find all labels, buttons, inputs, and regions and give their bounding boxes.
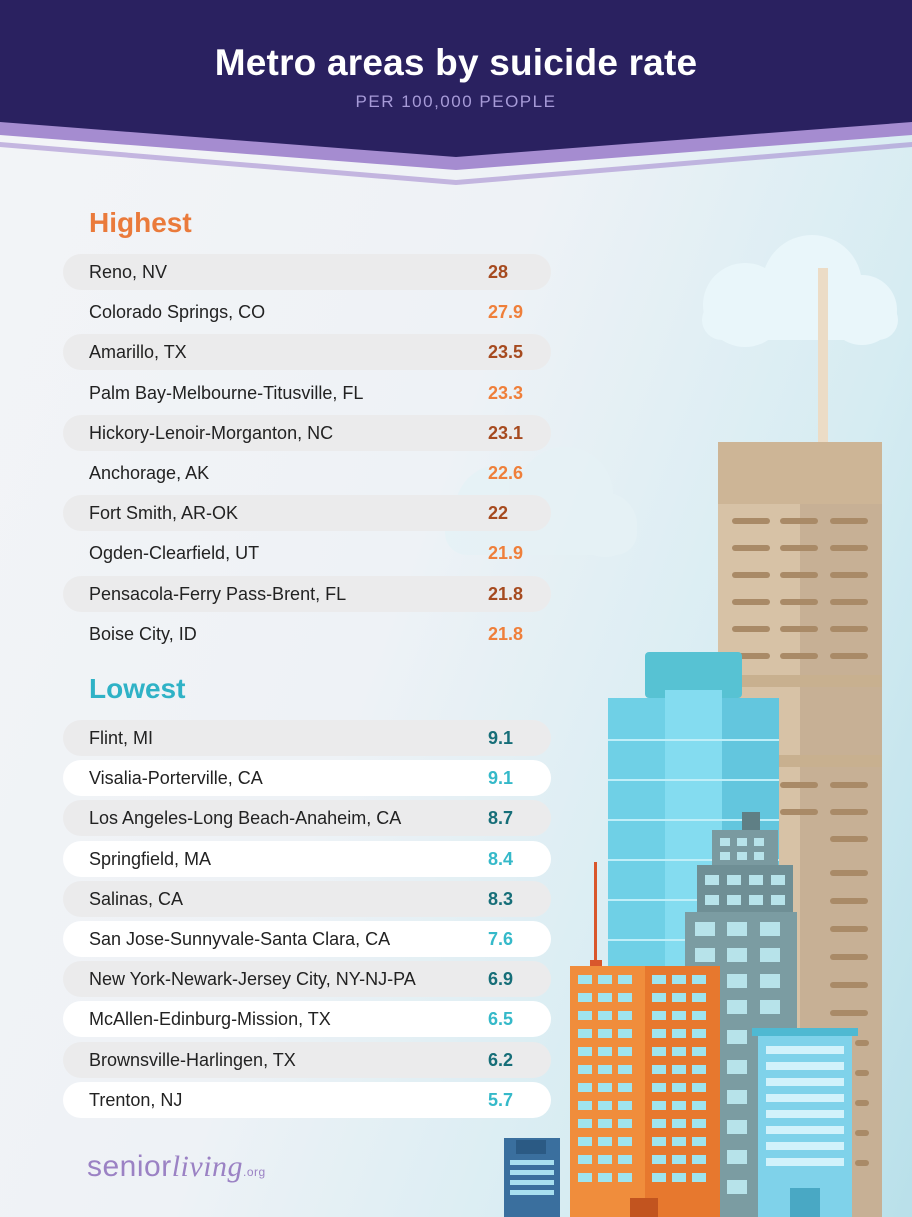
table-row: Fort Smith, AR-OK 22 — [63, 495, 551, 532]
small-navy-building — [504, 1138, 560, 1217]
rate-value: 21.8 — [488, 583, 524, 604]
metro-name: Salinas, CA — [89, 888, 184, 909]
table-row: Boise City, ID 21.8 — [63, 616, 551, 652]
table-row: Hickory-Lenoir-Morganton, NC 23.1 — [63, 414, 551, 451]
header: Metro areas by suicide rate PER 100,000 … — [0, 0, 912, 190]
seniorliving-logo: seniorliving.org — [87, 1150, 266, 1184]
header-banner — [0, 0, 912, 185]
logo-part-living: living — [171, 1150, 244, 1183]
page-subtitle: PER 100,000 PEOPLE — [355, 92, 557, 111]
cloud-icon — [702, 235, 898, 347]
table-row: New York-Newark-Jersey City, NY-NJ-PA 6.9 — [63, 961, 551, 998]
metro-name: Pensacola-Ferry Pass-Brent, FL — [89, 583, 347, 604]
metro-name: San Jose-Sunnyvale-Santa Clara, CA — [89, 929, 391, 949]
lowest-section-title: Lowest — [89, 673, 186, 704]
rate-value: 23.1 — [488, 422, 524, 443]
rate-value: 23.3 — [488, 382, 524, 403]
rate-value: 21.8 — [488, 623, 524, 644]
rate-value: 21.9 — [488, 543, 524, 564]
highest-section-title: Highest — [89, 207, 192, 238]
table-row: Flint, MI 9.1 — [63, 720, 551, 756]
metro-name: Amarillo, TX — [89, 342, 187, 363]
metro-name: Flint, MI — [89, 728, 154, 748]
metro-name: Fort Smith, AR-OK — [89, 503, 239, 524]
rate-value: 8.7 — [488, 808, 514, 829]
table-row: McAllen-Edinburg-Mission, TX 6.5 — [63, 1001, 551, 1038]
metro-name: Visalia-Porterville, CA — [89, 768, 263, 789]
logo-part-org: .org — [243, 1165, 266, 1179]
metro-name: Brownsville-Harlingen, TX — [89, 1049, 296, 1070]
rate-value: 22 — [488, 503, 509, 524]
metro-name: McAllen-Edinburg-Mission, TX — [89, 1009, 331, 1030]
rate-value: 27.9 — [488, 302, 524, 323]
metro-name: Boise City, ID — [89, 623, 197, 644]
small-blue-building — [752, 1028, 858, 1217]
metro-name: Colorado Springs, CO — [89, 302, 266, 323]
table-row: Salinas, CA 8.3 — [63, 880, 551, 917]
rate-value: 6.5 — [488, 1009, 514, 1030]
metro-name: Anchorage, AK — [89, 463, 210, 483]
rate-value: 5.7 — [488, 1089, 514, 1110]
metro-name: Reno, NV — [89, 262, 168, 282]
page-title: Metro areas by suicide rate — [214, 42, 698, 83]
metro-name: Springfield, MA — [89, 848, 212, 869]
table-row: Palm Bay-Melbourne-Titusville, FL 23.3 — [63, 375, 551, 411]
rate-value: 7.6 — [488, 929, 514, 949]
table-row: Brownsville-Harlingen, TX 6.2 — [63, 1041, 551, 1078]
rate-value: 22.6 — [488, 463, 524, 483]
orange-building — [570, 862, 720, 1217]
table-row: Los Angeles-Long Beach-Anaheim, CA 8.7 — [63, 800, 551, 837]
rate-value: 9.1 — [488, 728, 514, 748]
table-row: Ogden-Clearfield, UT 21.9 — [63, 535, 551, 571]
metro-name: Ogden-Clearfield, UT — [89, 543, 260, 564]
table-row: Colorado Springs, CO 27.9 — [63, 294, 551, 330]
rate-value: 28 — [488, 262, 509, 282]
table-row: Reno, NV 28 — [63, 254, 551, 290]
metro-name: New York-Newark-Jersey City, NY-NJ-PA — [89, 969, 416, 990]
metro-name: Hickory-Lenoir-Morganton, NC — [89, 422, 334, 443]
table-row: Anchorage, AK 22.6 — [63, 455, 551, 491]
metro-name: Los Angeles-Long Beach-Anaheim, CA — [89, 808, 402, 829]
metro-name: Palm Bay-Melbourne-Titusville, FL — [89, 382, 364, 403]
rate-value: 8.3 — [488, 888, 514, 909]
rate-value: 9.1 — [488, 768, 514, 789]
table-row: Amarillo, TX 23.5 — [63, 334, 551, 371]
rate-value: 6.9 — [488, 969, 514, 990]
metro-name: Trenton, NJ — [89, 1089, 183, 1110]
table-row: Springfield, MA 8.4 — [63, 840, 551, 877]
logo-part-senior: senior — [87, 1150, 172, 1183]
rate-value: 23.5 — [488, 342, 524, 363]
table-row: San Jose-Sunnyvale-Santa Clara, CA 7.6 — [63, 921, 551, 957]
table-row: Trenton, NJ 5.7 — [63, 1081, 551, 1118]
table-row: Visalia-Porterville, CA 9.1 — [63, 760, 551, 797]
rate-value: 6.2 — [488, 1049, 514, 1070]
cloud-icon — [445, 447, 637, 557]
table-row: Pensacola-Ferry Pass-Brent, FL 21.8 — [63, 575, 551, 612]
rate-value: 8.4 — [488, 848, 514, 869]
